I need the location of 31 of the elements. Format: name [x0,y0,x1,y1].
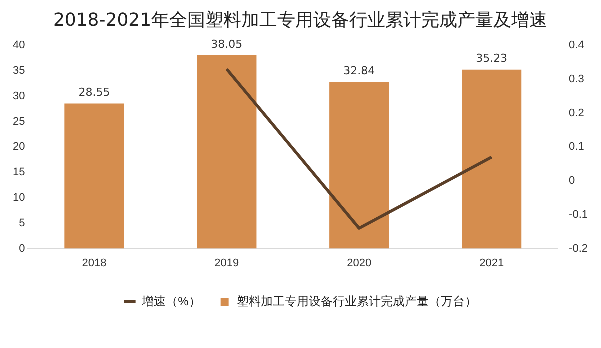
y-tick-label: 0 [19,242,26,255]
y-tick-label: 10 [12,192,26,204]
y-tick-label: 35 [12,65,26,78]
x-tick-label: 2020 [347,257,372,270]
bar [462,70,522,249]
x-tick-label: 2021 [480,257,504,270]
bar [64,104,124,249]
y-tick-label: 30 [12,90,26,102]
bar [330,82,390,249]
data-label: 38.05 [211,38,243,51]
legend-label: 增速（%） [141,294,201,308]
y2-tick-label: 0.2 [569,107,584,120]
y2-tick-label: 0.4 [569,40,584,52]
y-tick-label: 20 [12,141,26,154]
legend-label: 塑料加工专用设备行业累计完成产量（万台） [236,294,477,308]
data-label: 32.84 [344,64,376,78]
y-tick-label: 15 [12,166,26,179]
y2-tick-label: 0.1 [569,141,584,154]
x-tick-label: 2018 [82,257,107,270]
y2-tick-label: 0 [569,175,576,188]
y-tick-label: 25 [12,116,26,128]
data-label: 35.23 [476,52,508,66]
bar [197,56,257,249]
x-tick-label: 2019 [214,257,240,270]
y2-tick-label: -0.2 [569,242,588,255]
chart-title: 2018-2021年全国塑料加工专用设备行业累计完成产量及增速 [52,9,549,33]
data-label: 28.55 [78,86,110,100]
y-tick-label: 5 [19,217,26,230]
y2-tick-label: 0.3 [569,74,584,86]
y-tick-label: 40 [12,40,26,52]
y2-tick-label: -0.1 [569,208,588,221]
